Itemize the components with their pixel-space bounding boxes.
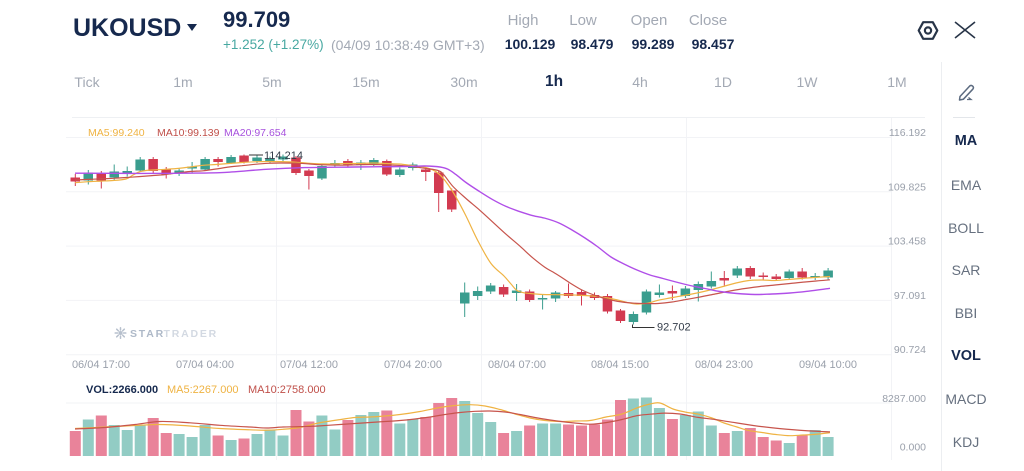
- svg-text:116.192: 116.192: [889, 127, 926, 139]
- svg-text:TRADER: TRADER: [164, 328, 219, 340]
- svg-text:109.825: 109.825: [888, 181, 926, 193]
- svg-text:8287.000: 8287.000: [882, 393, 926, 405]
- svg-text:07/04 20:00: 07/04 20:00: [384, 359, 442, 371]
- svg-text:92.702: 92.702: [657, 322, 691, 334]
- svg-text:MA5:99.240: MA5:99.240: [88, 127, 145, 139]
- svg-text:VOL:2266.000: VOL:2266.000: [86, 384, 158, 396]
- svg-text:09/04 10:00: 09/04 10:00: [799, 359, 857, 371]
- svg-text:07/04 12:00: 07/04 12:00: [280, 359, 338, 371]
- svg-text:MA10:2758.000: MA10:2758.000: [248, 384, 326, 396]
- svg-text:07/04 04:00: 07/04 04:00: [176, 359, 234, 371]
- svg-text:MA10:99.139: MA10:99.139: [157, 127, 220, 139]
- svg-text:06/04 17:00: 06/04 17:00: [72, 359, 130, 371]
- svg-text:08/04 23:00: 08/04 23:00: [695, 359, 753, 371]
- svg-text:MA5:2267.000: MA5:2267.000: [167, 384, 239, 396]
- svg-text:STAR: STAR: [130, 328, 165, 340]
- svg-text:90.724: 90.724: [894, 344, 926, 356]
- svg-text:MA20:97.654: MA20:97.654: [224, 127, 287, 139]
- svg-text:08/04 07:00: 08/04 07:00: [488, 359, 546, 371]
- svg-text:97.091: 97.091: [894, 290, 926, 302]
- svg-text:114.214: 114.214: [264, 150, 303, 162]
- svg-text:0.000: 0.000: [900, 442, 926, 454]
- svg-text:103.458: 103.458: [888, 236, 926, 248]
- svg-text:08/04 15:00: 08/04 15:00: [591, 359, 649, 371]
